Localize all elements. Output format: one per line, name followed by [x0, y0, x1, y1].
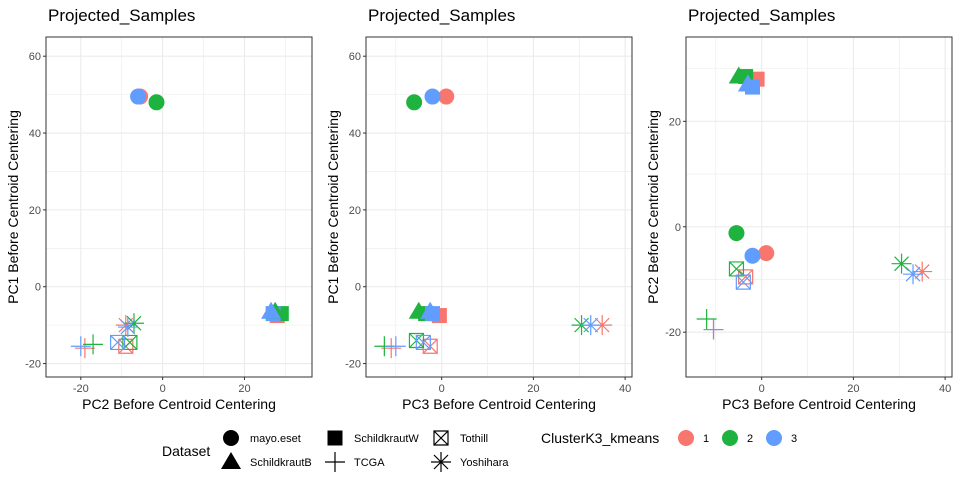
x-tick-label: 40	[619, 383, 631, 395]
legend-label-schildkrautb: SchildkrautB	[250, 457, 312, 469]
point-square-x-cluster-3	[110, 334, 126, 351]
x-tick-label: 0	[439, 383, 445, 395]
legend-key-circle	[223, 430, 239, 446]
point-triangle-cluster-3	[420, 301, 441, 319]
plot-background	[46, 37, 312, 377]
y-tick-label: 0	[355, 282, 361, 294]
chart-title: Projected_Samples	[368, 6, 515, 25]
y-tick-label: 0	[675, 222, 681, 234]
legend-label-cluster-1: 1	[703, 433, 709, 445]
x-axis-label: PC3 Before Centroid Centering	[402, 396, 596, 412]
y-tick-label: 60	[349, 51, 361, 63]
y-tick-label: -20	[665, 327, 681, 339]
x-axis-label: PC2 Before Centroid Centering	[82, 396, 276, 412]
x-axis-label: PC3 Before Centroid Centering	[722, 396, 916, 412]
y-tick-label: 40	[29, 128, 41, 140]
x-tick-label: 20	[238, 383, 250, 395]
point-circle-cluster-3	[744, 247, 761, 264]
y-tick-label: -20	[25, 359, 41, 371]
plot-background	[686, 37, 952, 377]
y-tick-label: 20	[669, 116, 681, 128]
point-square-x-cluster-2	[122, 334, 138, 351]
legend-title-cluster: ClusterK3_kmeans	[541, 430, 659, 446]
legend-label-tcga: TCGA	[354, 457, 385, 469]
point-circle-cluster-2	[406, 94, 423, 111]
point-triangle-cluster-2	[728, 66, 749, 84]
y-tick-label: 0	[35, 282, 41, 294]
legend-key-asterisk	[431, 452, 451, 472]
legend-key-triangle	[221, 452, 241, 469]
legend-cluster-keys	[678, 430, 782, 446]
point-circle-cluster-1	[438, 88, 455, 105]
panel-1: -20 0 20 -20 0 20 40 60 Projected_Samples PC2 Bef…	[5, 6, 313, 412]
legend-key-square-x	[433, 430, 449, 446]
legend-key-square	[327, 430, 343, 446]
x-tick-label: 0	[759, 383, 765, 395]
point-circle-cluster-1	[758, 245, 775, 262]
y-axis-label: PC1 Before Centroid Centering	[325, 110, 341, 304]
legend-key-cluster-2	[722, 430, 738, 446]
legend-label-tothill: Tothill	[460, 433, 488, 445]
y-axis-label: PC2 Before Centroid Centering	[645, 110, 661, 304]
point-plus-cluster-3	[703, 319, 724, 340]
point-plus-cluster-3	[70, 336, 91, 357]
chart-title: Projected_Samples	[688, 6, 835, 25]
point-asterisk-cluster-1	[912, 261, 933, 282]
panel-2: 0 20 40 -20 0 20 40 60 Projected_Samples PC3 Befo…	[325, 6, 633, 412]
legend: Dataset mayo.eset SchildkrautB Schildkra…	[162, 430, 797, 472]
legend-label-cluster-2: 2	[747, 433, 753, 445]
point-plus-cluster-3	[385, 336, 406, 357]
point-circle-cluster-3	[424, 88, 441, 105]
legend-title-dataset: Dataset	[162, 443, 210, 459]
point-circle-cluster-2	[728, 225, 745, 242]
point-square-x-cluster-3	[735, 274, 751, 290]
panel-border	[685, 36, 953, 378]
y-tick-label: 40	[349, 128, 361, 140]
y-tick-label: 20	[29, 205, 41, 217]
x-tick-label: 0	[160, 383, 166, 395]
x-tick-label: 20	[527, 383, 539, 395]
y-tick-label: -20	[345, 359, 361, 371]
point-circle-cluster-3	[130, 88, 147, 105]
point-square-x-cluster-2	[728, 261, 745, 277]
y-tick-label: 60	[29, 51, 41, 63]
point-plus-cluster-2	[696, 309, 717, 330]
point-triangle-cluster-3	[737, 74, 758, 92]
y-tick-label: 20	[349, 205, 361, 217]
point-triangle-cluster-3	[261, 301, 282, 319]
legend-label-mayo: mayo.eset	[250, 433, 301, 445]
legend-label-cluster-3: 3	[791, 433, 797, 445]
point-asterisk-cluster-3	[903, 264, 924, 285]
panel-border	[45, 36, 313, 378]
panel-border	[365, 36, 633, 378]
legend-label-schildkrautw: SchildkrautW	[354, 433, 419, 445]
legend-label-yoshihara: Yoshihara	[460, 457, 509, 469]
point-plus-cluster-2	[83, 334, 104, 355]
point-circle-cluster-2	[148, 94, 165, 111]
point-asterisk-cluster-1	[592, 315, 613, 336]
point-square-x-cluster-3	[415, 334, 431, 351]
panels: -20 0 20 -20 0 20 40 60 Projected_Samples PC2 Bef…	[5, 6, 953, 412]
point-asterisk-cluster-3	[117, 317, 138, 338]
x-tick-label: -20	[73, 383, 89, 395]
legend-key-plus	[325, 452, 345, 472]
point-asterisk-cluster-2	[123, 313, 144, 334]
point-plus-cluster-1	[74, 338, 95, 359]
y-axis-label: PC1 Before Centroid Centering	[5, 110, 21, 304]
legend-dataset-keys	[221, 430, 451, 472]
x-tick-label: 20	[847, 383, 859, 395]
point-asterisk-cluster-3	[580, 315, 601, 336]
legend-key-cluster-3	[766, 430, 782, 446]
panel-3: 0 20 40 -20 0 20 Projected_Samples PC3 Before C…	[645, 6, 953, 412]
x-tick-label: 40	[939, 383, 951, 395]
plot-background	[366, 37, 632, 377]
chart-title: Projected_Samples	[48, 6, 195, 25]
point-asterisk-cluster-2	[891, 253, 912, 274]
legend-key-cluster-1	[678, 430, 694, 446]
